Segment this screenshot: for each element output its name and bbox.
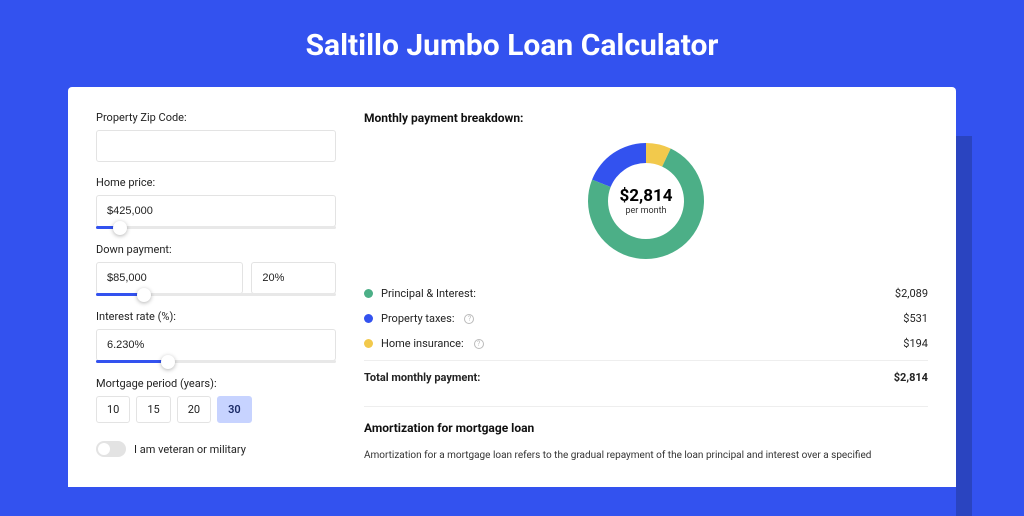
home-price-slider-thumb[interactable] xyxy=(113,221,127,235)
down-payment-percent-input[interactable] xyxy=(251,262,336,294)
period-option-15[interactable]: 15 xyxy=(136,396,170,423)
down-payment-amount-input[interactable] xyxy=(96,262,243,294)
legend: Principal & Interest: $2,089 Property ta… xyxy=(364,281,928,356)
legend-row-0: Principal & Interest: $2,089 xyxy=(364,281,928,306)
legend-row-1: Property taxes: ? $531 xyxy=(364,306,928,331)
home-price-field: Home price: xyxy=(96,176,336,229)
payment-donut-chart: $2,814 per month xyxy=(584,139,708,263)
donut-center: $2,814 per month xyxy=(584,139,708,263)
legend-label: Property taxes: xyxy=(381,312,454,325)
legend-amount: $194 xyxy=(903,337,928,350)
legend-dot xyxy=(364,339,373,348)
legend-label: Home insurance: xyxy=(381,337,464,350)
veteran-label: I am veteran or military xyxy=(134,443,246,456)
zip-label: Property Zip Code: xyxy=(96,111,336,124)
page-title: Saltillo Jumbo Loan Calculator xyxy=(0,0,1024,87)
total-row: Total monthly payment: $2,814 xyxy=(364,360,928,390)
period-options: 1015 2030 xyxy=(96,396,336,423)
total-amount: $2,814 xyxy=(894,371,928,384)
down-payment-slider[interactable] xyxy=(96,293,336,296)
interest-field: Interest rate (%): xyxy=(96,310,336,363)
amortization-title: Amortization for mortgage loan xyxy=(364,421,928,435)
legend-row-2: Home insurance: ? $194 xyxy=(364,331,928,356)
total-label: Total monthly payment: xyxy=(364,371,480,384)
down-payment-label: Down payment: xyxy=(96,243,336,256)
down-payment-slider-thumb[interactable] xyxy=(137,288,151,302)
period-option-10[interactable]: 10 xyxy=(96,396,130,423)
info-icon[interactable]: ? xyxy=(474,339,484,349)
down-payment-field: Down payment: xyxy=(96,243,336,296)
legend-label: Principal & Interest: xyxy=(381,287,476,300)
zip-input[interactable] xyxy=(96,130,336,162)
veteran-row: I am veteran or military xyxy=(96,441,336,457)
home-price-label: Home price: xyxy=(96,176,336,189)
legend-dot xyxy=(364,289,373,298)
donut-amount: $2,814 xyxy=(620,186,673,206)
period-label: Mortgage period (years): xyxy=(96,377,336,390)
home-price-input[interactable] xyxy=(96,195,336,227)
breakdown-column: Monthly payment breakdown: $2,814 per mo… xyxy=(364,111,928,487)
veteran-toggle[interactable] xyxy=(96,441,126,457)
card-shadow xyxy=(956,136,972,516)
zip-field: Property Zip Code: xyxy=(96,111,336,162)
calculator-card: Property Zip Code: Home price: Down paym… xyxy=(68,87,956,487)
interest-slider-thumb[interactable] xyxy=(161,355,175,369)
period-option-20[interactable]: 20 xyxy=(177,396,211,423)
legend-amount: $2,089 xyxy=(895,287,928,300)
info-icon[interactable]: ? xyxy=(464,314,474,324)
period-field: Mortgage period (years): 1015 2030 xyxy=(96,377,336,423)
amortization-text: Amortization for a mortgage loan refers … xyxy=(364,449,928,463)
form-column: Property Zip Code: Home price: Down paym… xyxy=(96,111,336,487)
amortization-section: Amortization for mortgage loan Amortizat… xyxy=(364,406,928,463)
home-price-slider[interactable] xyxy=(96,226,336,229)
legend-amount: $531 xyxy=(903,312,928,325)
interest-label: Interest rate (%): xyxy=(96,310,336,323)
interest-input[interactable] xyxy=(96,329,336,361)
donut-wrap: $2,814 per month xyxy=(364,139,928,263)
legend-dot xyxy=(364,314,373,323)
donut-sub: per month xyxy=(625,206,666,216)
breakdown-title: Monthly payment breakdown: xyxy=(364,111,928,125)
interest-slider[interactable] xyxy=(96,360,336,363)
period-option-30[interactable]: 30 xyxy=(217,396,252,423)
